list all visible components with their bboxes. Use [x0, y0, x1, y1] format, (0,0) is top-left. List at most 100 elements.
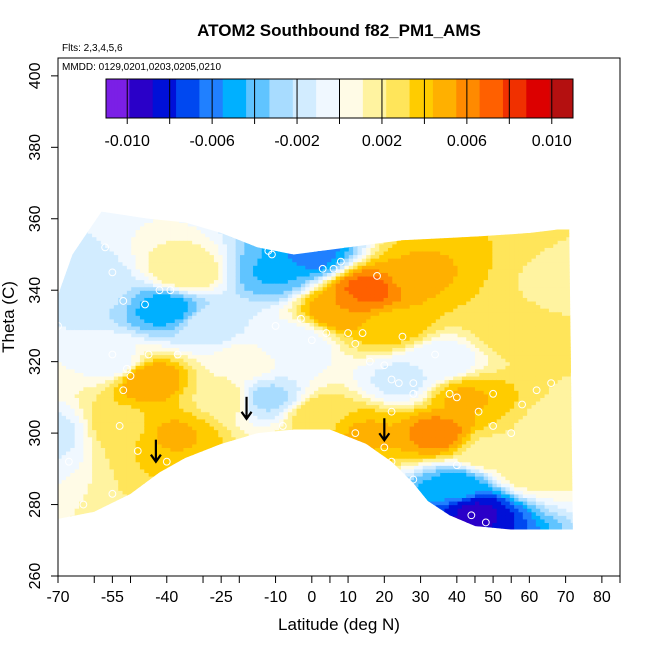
field-cell [100, 450, 106, 456]
field-cell [122, 390, 128, 395]
field-cell [83, 225, 89, 231]
field-cell [187, 275, 193, 281]
field-cell [105, 490, 111, 495]
field-cell [153, 225, 158, 231]
field-cell [135, 236, 141, 241]
field-cell [65, 379, 71, 384]
field-cell [148, 479, 154, 484]
field-cell [65, 454, 71, 459]
field-cell [92, 397, 98, 402]
field-cell [161, 347, 167, 352]
field-cell [131, 283, 137, 288]
field-cell [244, 472, 250, 477]
field-cell [49, 301, 54, 305]
field-cell [183, 354, 189, 359]
field-cell [257, 333, 263, 338]
field-cell [226, 465, 232, 470]
field-cell [113, 393, 119, 398]
field-cell [157, 243, 163, 248]
field-cell [58, 422, 63, 427]
field-cell [235, 358, 241, 363]
field-cell [196, 347, 202, 352]
field-cell [126, 383, 132, 388]
field-cell [131, 486, 137, 491]
field-cell [139, 272, 145, 277]
field-cell [274, 454, 280, 459]
field-cell [96, 293, 102, 298]
field-cell [213, 375, 219, 381]
field-cell [131, 368, 137, 373]
field-cell [174, 440, 180, 445]
field-cell [83, 511, 89, 516]
field-cell [153, 375, 158, 381]
field-cell [139, 322, 145, 327]
field-cell [200, 383, 206, 388]
field-cell [87, 383, 93, 388]
field-cell [100, 250, 106, 256]
field-cell [209, 279, 215, 284]
field-cell [205, 365, 211, 370]
field-cell [240, 368, 245, 373]
field-cell [192, 358, 198, 363]
field-cell [261, 393, 267, 398]
field-cell [126, 236, 132, 241]
field-cell [74, 486, 80, 491]
field-cell [79, 290, 84, 295]
field-cell [253, 393, 259, 398]
field-cell [118, 465, 124, 470]
field-cell [240, 311, 245, 316]
field-cell [148, 336, 154, 341]
field-cell [235, 290, 241, 295]
field-cell [222, 372, 228, 377]
field-cell [109, 440, 115, 445]
field-cell [209, 465, 215, 470]
field-cell [74, 315, 80, 320]
field-cell [87, 508, 93, 513]
field-cell [200, 333, 206, 338]
field-cell [49, 237, 54, 241]
field-cell [40, 333, 45, 337]
field-cell [53, 401, 58, 405]
field-cell [58, 358, 63, 363]
field-cell [166, 304, 171, 309]
field-cell [148, 233, 154, 238]
field-cell [166, 479, 171, 484]
field-cell [157, 218, 163, 223]
field-cell [226, 397, 232, 402]
field-cell [266, 375, 272, 381]
field-cell [240, 425, 245, 431]
field-cell [261, 350, 267, 356]
field-cell [79, 383, 84, 388]
field-cell [44, 469, 49, 473]
field-cell [270, 497, 276, 502]
field-cell [109, 283, 115, 288]
field-cell [170, 537, 175, 541]
field-cell [100, 325, 106, 331]
field-cell [157, 258, 163, 263]
field-cell [179, 390, 185, 395]
field-cell [231, 283, 237, 288]
field-cell [44, 212, 49, 216]
field-cell [44, 433, 49, 437]
field-cell [58, 443, 63, 448]
field-cell [231, 233, 237, 238]
field-cell [126, 300, 132, 306]
field-cell [244, 211, 250, 216]
field-cell [139, 415, 145, 420]
field-cell [87, 325, 93, 331]
field-cell [40, 405, 45, 409]
field-cell [126, 350, 132, 356]
field-cell [105, 458, 111, 463]
field-cell [266, 472, 272, 477]
field-cell [109, 468, 115, 473]
field-cell [118, 258, 124, 263]
field-cell [261, 390, 267, 395]
field-cell [105, 472, 111, 477]
field-cell [192, 422, 198, 427]
field-cell [240, 383, 245, 388]
field-cell [209, 258, 215, 263]
field-cell [161, 279, 167, 284]
field-cell [187, 497, 193, 502]
field-cell [74, 511, 80, 516]
field-cell [240, 390, 245, 395]
